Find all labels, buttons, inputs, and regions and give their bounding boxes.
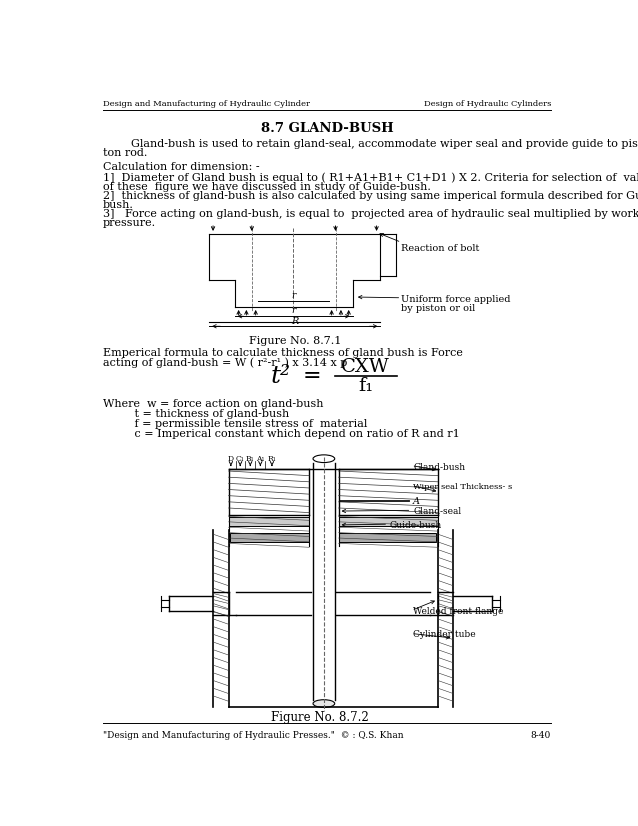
Text: 1]  Diameter of Gland bush is equal to ( R1+A1+B1+ C1+D1 ) X 2. Criteria for sel: 1] Diameter of Gland bush is equal to ( … <box>103 173 638 183</box>
Text: Design and Manufacturing of Hydraulic Cylinder: Design and Manufacturing of Hydraulic Cy… <box>103 101 310 108</box>
Text: c = Imperical constant which depend on ratio of R and r1: c = Imperical constant which depend on r… <box>103 430 460 439</box>
Text: Emperical formula to calculate thickness of gland bush is Force: Emperical formula to calculate thickness… <box>103 348 463 358</box>
Text: Design of Hydraulic Cylinders: Design of Hydraulic Cylinders <box>424 101 551 108</box>
Text: 2]  thickness of gland-bush is also calculated by using same imperical formula d: 2] thickness of gland-bush is also calcu… <box>103 191 638 201</box>
Text: C₁: C₁ <box>236 454 244 463</box>
Text: Gland-bush: Gland-bush <box>413 463 465 472</box>
Text: Figure No. 8.7.2: Figure No. 8.7.2 <box>271 711 369 724</box>
Bar <box>230 533 309 542</box>
Text: Uniform force applied: Uniform force applied <box>401 296 511 305</box>
Text: r: r <box>292 306 296 315</box>
Text: 3]   Force acting on gland-bush, is equal to  projected area of hydraulic seal m: 3] Force acting on gland-bush, is equal … <box>103 209 638 219</box>
Text: Cylinder tube: Cylinder tube <box>413 630 475 639</box>
Text: B₁: B₁ <box>246 454 255 463</box>
Text: Calculation for dimension: -: Calculation for dimension: - <box>103 162 260 173</box>
Text: t²: t² <box>271 365 290 388</box>
Text: Wiper seal Thickness- s: Wiper seal Thickness- s <box>413 482 512 491</box>
Text: =: = <box>302 365 321 387</box>
Text: 8.7 GLAND-BUSH: 8.7 GLAND-BUSH <box>260 122 394 135</box>
Text: acting of gland-bush = W ( r²-r¹ ) x 3.14 x p: acting of gland-bush = W ( r²-r¹ ) x 3.1… <box>103 357 347 368</box>
Text: Gland-seal: Gland-seal <box>413 507 461 516</box>
Text: f₁: f₁ <box>358 377 373 395</box>
Text: Guide-bush: Guide-bush <box>390 521 442 530</box>
Text: f = permissible tensile stress of  material: f = permissible tensile stress of materi… <box>103 420 367 430</box>
Text: of these  figure we have discussed in study of Guide-bush.: of these figure we have discussed in stu… <box>103 182 431 192</box>
Text: t = thickness of gland-bush: t = thickness of gland-bush <box>103 410 289 420</box>
Text: CXW: CXW <box>341 358 390 376</box>
Text: pressure.: pressure. <box>103 218 156 229</box>
Text: R₁: R₁ <box>267 454 276 463</box>
Text: D: D <box>228 454 234 463</box>
Bar <box>339 533 436 542</box>
Text: R: R <box>291 316 298 325</box>
Text: bush.: bush. <box>103 200 134 210</box>
Text: Gland-bush is used to retain gland-seal, accommodate wiper seal and provide guid: Gland-bush is used to retain gland-seal,… <box>103 139 638 150</box>
Text: "Design and Manufacturing of Hydraulic Presses."  © : Q.S. Khan: "Design and Manufacturing of Hydraulic P… <box>103 730 404 739</box>
Text: Reaction of bolt: Reaction of bolt <box>401 244 480 253</box>
Text: Welded front flange: Welded front flange <box>413 607 503 616</box>
Text: ton rod.: ton rod. <box>103 149 147 159</box>
Ellipse shape <box>313 455 335 463</box>
Bar <box>339 517 438 526</box>
Text: 8-40: 8-40 <box>531 730 551 739</box>
Text: by piston or oil: by piston or oil <box>401 304 475 313</box>
Text: Where  w = force action on gland-bush: Where w = force action on gland-bush <box>103 400 323 410</box>
Text: Figure No. 8.7.1: Figure No. 8.7.1 <box>249 336 341 346</box>
Text: r: r <box>292 291 296 300</box>
Text: A: A <box>413 497 420 506</box>
Bar <box>228 517 309 526</box>
Text: A₁: A₁ <box>256 454 265 463</box>
Ellipse shape <box>313 700 335 707</box>
